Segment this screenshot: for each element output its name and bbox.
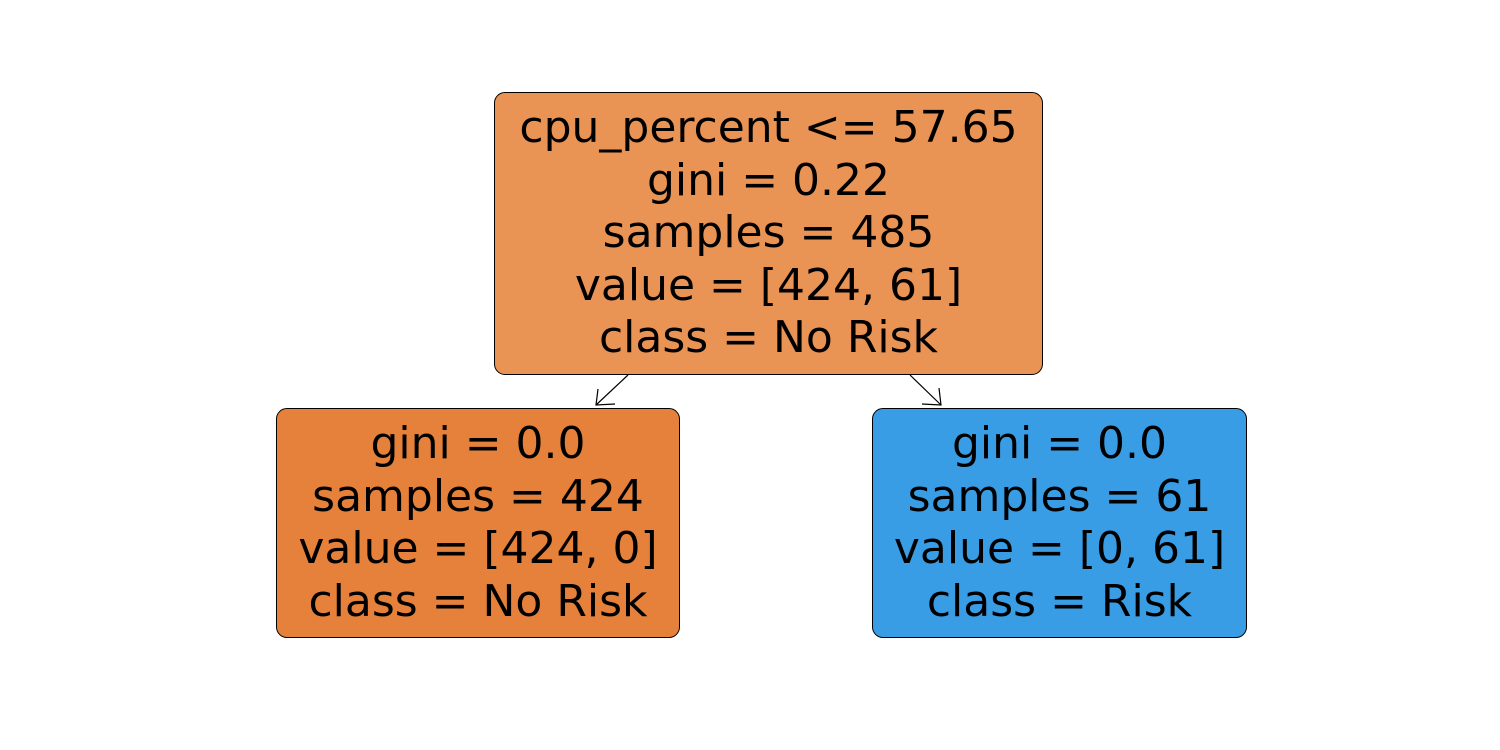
left-class: class = No Risk xyxy=(308,575,648,627)
root-samples: samples = 485 xyxy=(602,207,935,259)
root-gini: gini = 0.22 xyxy=(646,154,891,206)
right-leaf-node: gini = 0.0 samples = 61 value = [0, 61] … xyxy=(872,408,1247,638)
left-gini: gini = 0.0 xyxy=(370,418,586,469)
edge-root-to-left xyxy=(595,374,629,406)
root-split-condition: cpu_percent <= 57.65 xyxy=(519,102,1018,154)
right-value: value = [0, 61] xyxy=(893,523,1226,574)
left-samples: samples = 424 xyxy=(312,470,644,522)
right-samples: samples = 61 xyxy=(907,470,1212,522)
root-class: class = No Risk xyxy=(598,312,939,364)
root-node: cpu_percent <= 57.65 gini = 0.22 samples… xyxy=(494,92,1043,375)
left-leaf-node: gini = 0.0 samples = 424 value = [424, 0… xyxy=(276,408,680,638)
right-gini: gini = 0.0 xyxy=(951,418,1168,469)
edge-root-to-right xyxy=(909,374,942,406)
root-value: value = [424, 61] xyxy=(574,259,963,311)
right-class: class = Risk xyxy=(926,575,1193,627)
left-value: value = [424, 0] xyxy=(298,523,658,574)
